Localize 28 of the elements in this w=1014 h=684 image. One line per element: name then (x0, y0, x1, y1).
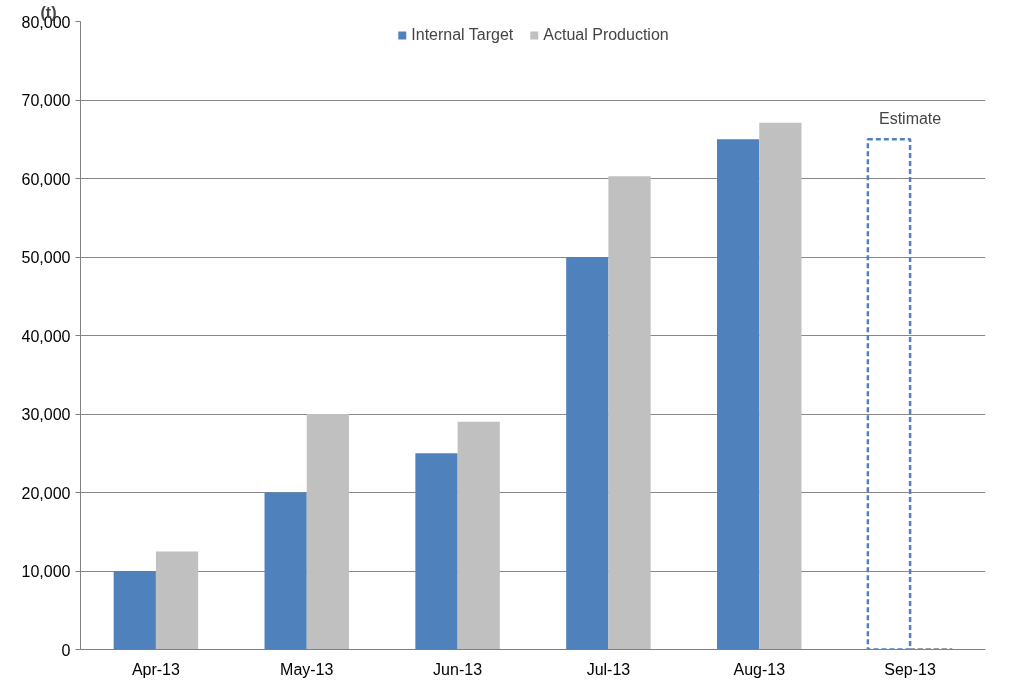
bar (608, 176, 651, 650)
y-tick-label: 60,000 (21, 170, 71, 188)
annotation: Estimate (878, 110, 942, 128)
bar (566, 257, 609, 650)
y-tick-label: 70,000 (21, 92, 71, 109)
x-tick-label: Apr-13 (131, 660, 181, 678)
y-tick-label: 40,000 (21, 327, 71, 345)
x-tick-label: Aug-13 (733, 660, 786, 678)
legend-label: Internal Target (411, 26, 514, 44)
bar (306, 414, 349, 650)
bar (155, 551, 199, 650)
x-tick-label: Jun-13 (433, 660, 483, 678)
y-tick-label: 10,000 (21, 563, 71, 580)
y-tick-label: 0 (61, 641, 71, 659)
x-tick-label: May-13 (280, 660, 334, 678)
bar (759, 122, 802, 650)
bar (415, 453, 458, 650)
legend-label: Actual Production (543, 26, 669, 44)
bar (717, 139, 760, 650)
bar (457, 421, 500, 650)
y-tick-label: 50,000 (21, 249, 71, 266)
y-tick-label: 20,000 (21, 484, 71, 502)
x-tick-label: Jul-13 (586, 660, 631, 678)
bar (264, 492, 307, 650)
bar (866, 138, 912, 650)
bar (113, 571, 156, 650)
x-tick-label: Sep-13 (884, 660, 936, 678)
y-tick-label: 30,000 (21, 406, 71, 423)
